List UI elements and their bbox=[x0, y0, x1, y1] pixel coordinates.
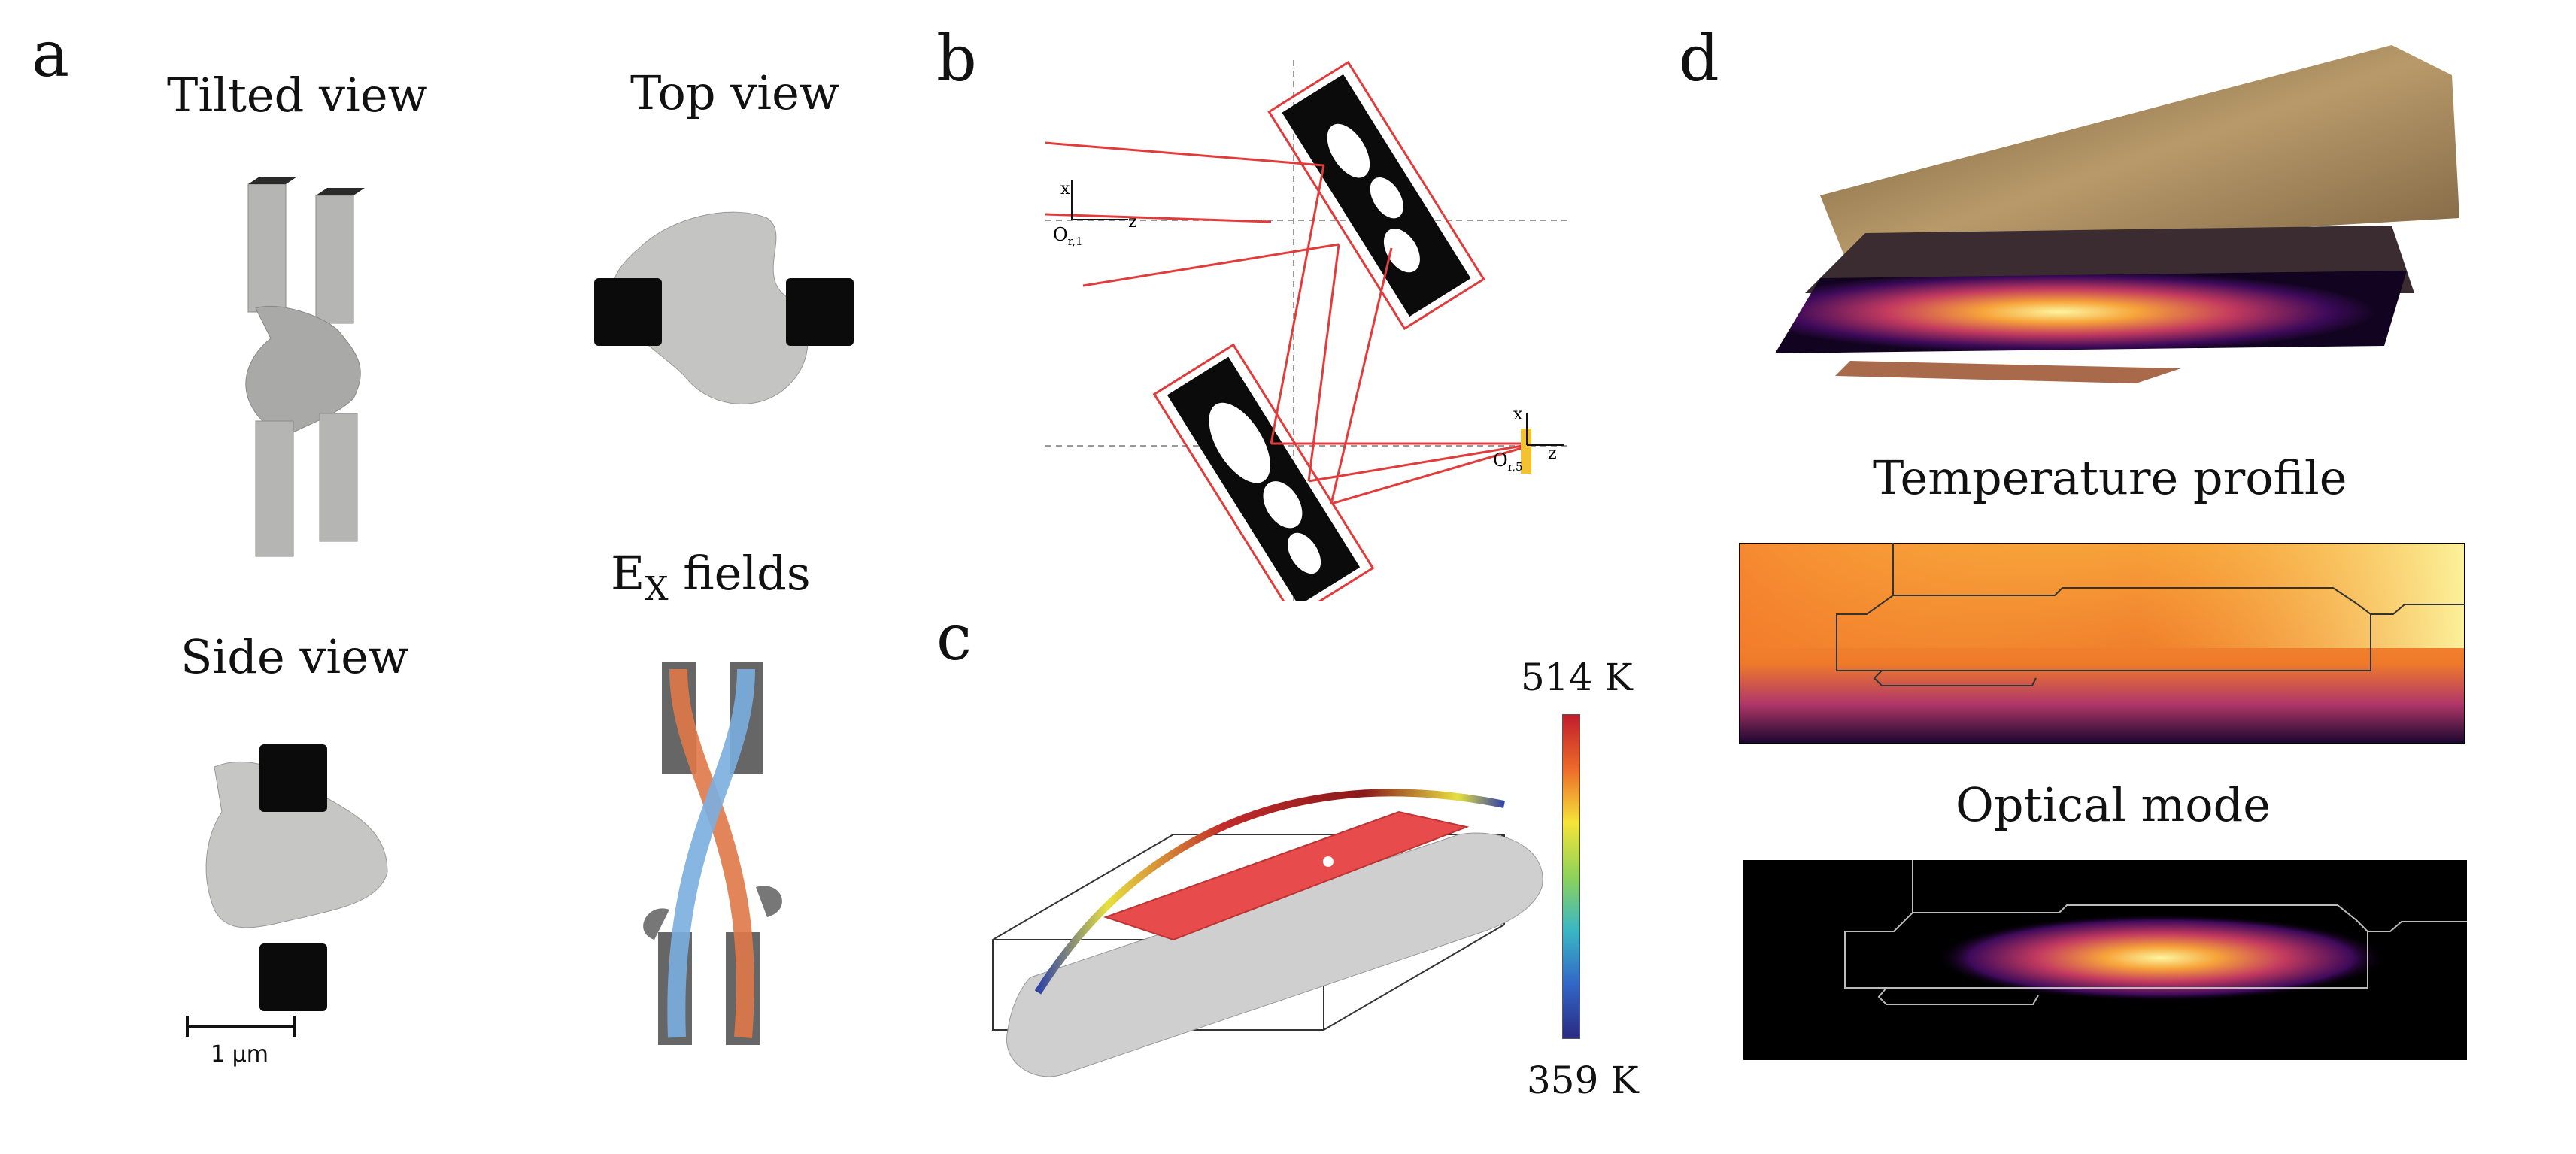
input-origin-label: Or,1 bbox=[1053, 224, 1083, 248]
ex-fields-structure bbox=[643, 662, 782, 1045]
scale-bar bbox=[186, 1016, 296, 1037]
tilted-view-structure bbox=[245, 177, 365, 557]
output-origin-label: Or,5 bbox=[1493, 450, 1523, 474]
output-axis-x: x bbox=[1513, 405, 1523, 424]
temperature-profile-title: Temperature profile bbox=[1873, 450, 2347, 505]
ex-fields-title: EX fields bbox=[611, 546, 811, 608]
input-axis-x: x bbox=[1060, 180, 1070, 198]
panel-c-label: c bbox=[936, 601, 972, 674]
temperature-colorbar bbox=[1562, 714, 1580, 1039]
scale-bar-label: 1 μm bbox=[211, 1041, 269, 1068]
panel-a-label: a bbox=[32, 17, 70, 91]
panel-d-label: d bbox=[1679, 22, 1719, 95]
ray-trace-diagram: x z Or,1 x z Or,5 bbox=[1045, 60, 1572, 601]
tilted-view-title: Tilted view bbox=[167, 68, 428, 123]
colorbar-max-label: 514 K bbox=[1521, 656, 1633, 699]
temperature-profile-map bbox=[1739, 543, 2465, 744]
optical-mode-title: Optical mode bbox=[1956, 777, 2271, 832]
panel-b-label: b bbox=[936, 22, 977, 95]
side-view-title: Side view bbox=[181, 629, 409, 684]
input-axis-z: z bbox=[1128, 213, 1137, 232]
top-view-structure bbox=[594, 211, 854, 404]
device-3d-render bbox=[1775, 45, 2459, 383]
side-view-structure bbox=[205, 744, 388, 1011]
output-axis-z: z bbox=[1548, 444, 1557, 463]
top-view-title: Top view bbox=[630, 65, 839, 120]
heater-simulation bbox=[992, 789, 1543, 1077]
colorbar-min-label: 359 K bbox=[1527, 1059, 1639, 1102]
optical-mode-map bbox=[1743, 860, 2467, 1060]
